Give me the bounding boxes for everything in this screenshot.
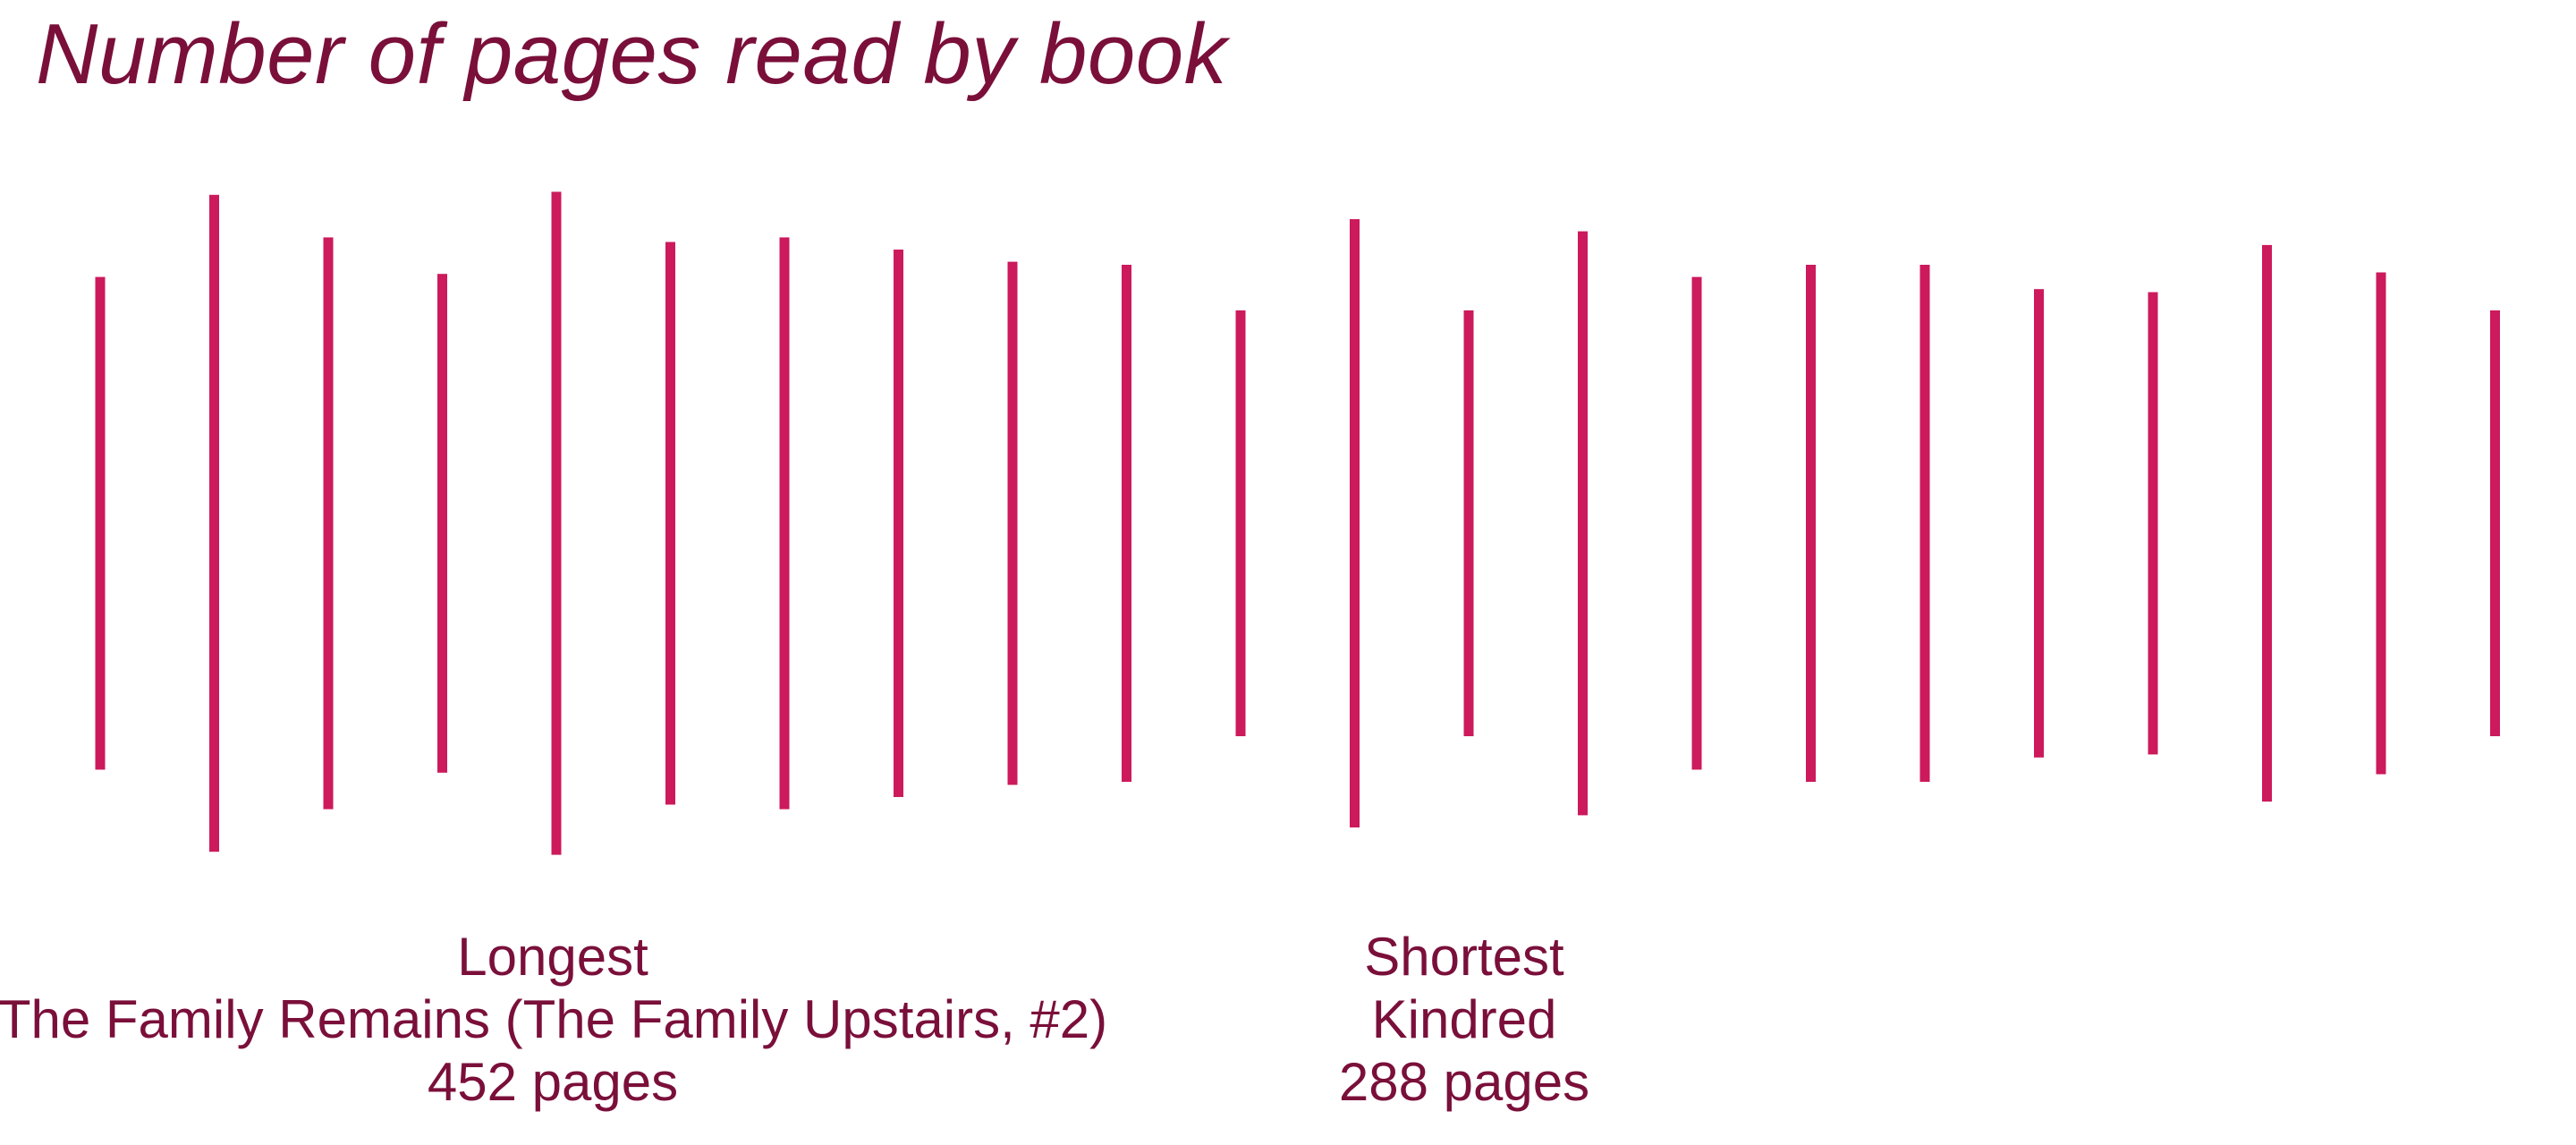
bar-2 bbox=[209, 194, 219, 852]
longest-book-title: The Family Remains (The Family Upstairs,… bbox=[0, 989, 1108, 1049]
longest-annotation: Longest The Family Remains (The Family U… bbox=[0, 926, 1179, 1114]
shortest-heading: Shortest bbox=[1364, 927, 1564, 987]
bar-19 bbox=[2148, 292, 2158, 755]
bar-13 bbox=[1463, 310, 1474, 736]
shortest-annotation: Shortest Kindred 288 pages bbox=[838, 926, 2090, 1114]
bar-9 bbox=[1007, 261, 1018, 785]
bar-11 bbox=[1235, 310, 1246, 736]
bar-1 bbox=[95, 276, 106, 770]
bar-20 bbox=[2262, 244, 2272, 802]
bar-22 bbox=[2490, 310, 2500, 736]
bar-8 bbox=[894, 250, 903, 797]
bar-4 bbox=[437, 274, 447, 773]
bar-15 bbox=[1691, 276, 1702, 770]
bar-18 bbox=[2034, 289, 2044, 758]
bar-16 bbox=[1806, 265, 1816, 782]
bar-14 bbox=[1578, 231, 1588, 816]
bar-6 bbox=[665, 242, 675, 805]
bar-3 bbox=[323, 237, 334, 810]
bar-7 bbox=[779, 237, 790, 810]
bar-5 bbox=[551, 191, 562, 855]
shortest-book-title: Kindred bbox=[1371, 989, 1557, 1049]
chart-title: Number of pages read by book bbox=[36, 6, 1228, 102]
longest-pages: 452 pages bbox=[427, 1052, 679, 1112]
bar-17 bbox=[1919, 265, 1930, 782]
bar-21 bbox=[2376, 272, 2386, 775]
bar-10 bbox=[1122, 265, 1131, 782]
longest-heading: Longest bbox=[457, 927, 648, 987]
bar-12 bbox=[1350, 219, 1360, 827]
shortest-pages: 288 pages bbox=[1338, 1052, 1590, 1112]
